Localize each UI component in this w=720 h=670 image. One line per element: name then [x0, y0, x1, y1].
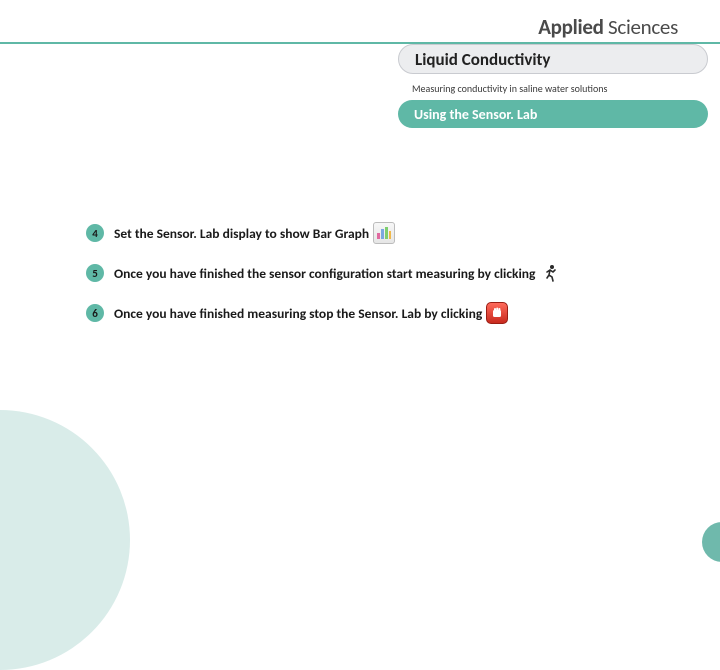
- section-title: Using the Sensor. Lab: [414, 106, 537, 123]
- brand-bold: Applied: [538, 14, 603, 40]
- steps-list: 4 Set the Sensor. Lab display to show Ba…: [86, 222, 700, 342]
- title-pill: Liquid Conductivity: [398, 44, 708, 74]
- stop-icon: [486, 302, 508, 324]
- step-item: 6 Once you have finished measuring stop …: [86, 302, 700, 324]
- step-number-badge: 5: [86, 264, 104, 282]
- section-pill: Using the Sensor. Lab: [398, 100, 708, 128]
- bargraph-icon: [373, 222, 395, 244]
- brand-thin: Sciences: [608, 14, 678, 40]
- decorative-circle-left: [0, 410, 130, 670]
- step-number-badge: 6: [86, 304, 104, 322]
- page-subtitle: Measuring conductivity in saline water s…: [412, 82, 607, 95]
- brand-logo: Applied Sciences: [538, 14, 678, 40]
- step-item: 4 Set the Sensor. Lab display to show Ba…: [86, 222, 700, 244]
- step-item: 5 Once you have finished the sensor conf…: [86, 262, 700, 284]
- decorative-circle-right: [702, 522, 720, 562]
- page-title: Liquid Conductivity: [415, 49, 551, 70]
- step-text: Set the Sensor. Lab display to show Bar …: [114, 225, 369, 242]
- step-text: Once you have finished measuring stop th…: [114, 305, 482, 322]
- run-icon: [539, 262, 561, 284]
- step-text: Once you have finished the sensor config…: [114, 265, 535, 282]
- step-number-badge: 4: [86, 224, 104, 242]
